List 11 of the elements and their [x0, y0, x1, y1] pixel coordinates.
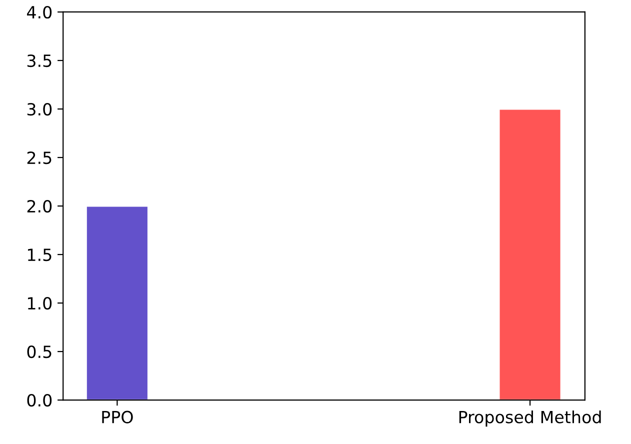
y-tick-label: 2.5	[27, 151, 52, 164]
x-tick-label: Proposed Method	[459, 410, 601, 427]
y-tick-label: 1.5	[28, 248, 52, 262]
y-tick-label: 0.0	[27, 394, 52, 407]
y-tick-label: 2.0	[27, 200, 52, 213]
y-tick-label: 3.5	[27, 54, 52, 68]
x-tick-label: PPO	[102, 410, 133, 424]
y-tick-label: 3.0	[27, 102, 52, 116]
y-tick-label: 4.0	[26, 6, 52, 19]
y-tick-label: 0.5	[27, 346, 52, 358]
y-tick-label: 1.0	[28, 296, 52, 310]
